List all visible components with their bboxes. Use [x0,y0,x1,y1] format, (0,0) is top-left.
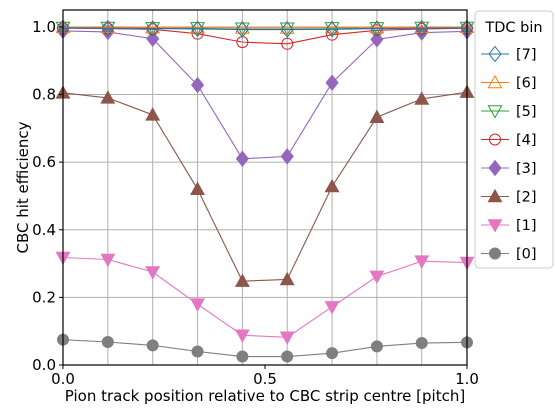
series-1-point-4 [234,329,250,343]
y-tick-label-1: 0.2 [32,288,56,306]
series-3-line [62,30,468,160]
legend-entry-3: [3] [481,159,537,177]
series-7-point-1 [101,20,115,37]
series-6-point-5 [279,20,295,34]
series-1 [55,251,475,345]
series-1-point-3 [190,298,205,312]
series-0-line [62,339,468,358]
legend-entry-0: [0] [481,247,537,263]
y-tick-label-0: 0.0 [32,356,56,374]
series-7-point-7 [370,20,384,37]
series-2-point-3 [190,181,205,195]
series-1-point-5 [279,331,295,345]
y-axis-label: CBC hit efficiency [14,121,32,253]
series-2-point-1 [100,90,116,104]
legend-entry-5: [5] [481,104,537,120]
series-7-point-3 [190,20,205,38]
legend-entry-4-marker [489,133,501,146]
x-tick-label-2: 1.0 [455,370,479,388]
series-1-point-8 [414,255,430,269]
series-0-point-6 [326,347,339,360]
series-0-point-1 [101,336,114,349]
legend-entry-0-label: [0] [516,247,537,263]
series-0-point-2 [146,339,159,352]
series-0-point-7 [370,340,383,353]
series-2-point-2 [145,107,161,121]
legend-entry-3-marker [488,159,502,177]
legend-entry-2: [2] [481,188,537,206]
series-4-point-5 [281,37,294,50]
legend-entry-7-label: [7] [516,47,537,63]
series-6-point-7 [369,19,385,34]
legend-entry-2-label: [2] [516,190,537,206]
legend-entry-5-label: [5] [516,104,537,120]
series-1-point-6 [324,301,340,315]
legend-entry-7-marker [488,45,502,63]
x-tick-label-1: 0.5 [253,370,277,388]
series-6-point-1 [100,19,116,34]
series-7-line [62,27,468,31]
legend-entry-1-label: [1] [516,218,537,234]
series-6-point-3 [190,19,205,34]
series-0-point-3 [191,345,204,358]
legend-entry-6-marker [487,74,503,89]
x-tick-label-0: 0.0 [51,370,75,388]
series-layer [55,19,475,363]
legend: TDC bin [7] [6] [5] [4] [3] [2] [1] [0] [474,10,554,269]
y-tick-label-5: 1.0 [32,18,56,36]
legend-entry-4-label: [4] [516,133,537,149]
series-1-line [62,256,468,338]
legend-entry-7: [7] [481,45,537,63]
y-tick-label-2: 0.4 [32,221,56,239]
series-3-point-5 [280,148,294,165]
series-7-point-5 [280,21,294,38]
y-tick-label-3: 0.6 [32,153,56,171]
series-2-point-7 [369,109,385,123]
legend-entry-3-label: [3] [516,161,537,177]
legend-frame [474,10,554,269]
series-6-point-8 [414,19,430,34]
legend-entry-1-marker [487,219,503,233]
x-axis-label: Pion track position relative to CBC stri… [65,387,465,405]
series-7-point-4 [235,21,249,38]
series-1-point-2 [145,266,161,280]
axis-ticks: 0.0 0.5 1.0 0.0 0.2 0.4 0.6 0.8 1.0 [32,18,479,388]
legend-entries: [7] [6] [5] [4] [3] [2] [1] [0] [481,45,537,263]
series-6-point-6 [324,19,340,34]
series-0 [57,333,473,363]
series-0-point-8 [415,337,428,350]
series-0-point-4 [236,350,249,363]
series-3-point-3 [190,76,205,94]
series-2-line [62,91,468,282]
series-2-point-8 [414,91,430,105]
legend-title: TDC bin [484,20,542,36]
series-3-point-4 [235,150,249,167]
series-7 [56,19,474,38]
series-3-point-7 [370,31,384,48]
legend-entry-1: [1] [481,218,537,234]
series-6-point-4 [234,20,250,34]
series-6-line [63,26,467,29]
series-1-point-1 [100,253,116,268]
legend-entry-0-marker [489,247,501,260]
series-2-point-6 [324,178,340,193]
legend-entry-6-label: [6] [516,76,537,92]
series-6-point-2 [145,19,161,34]
series-0-point-5 [281,350,294,363]
y-tick-label-4: 0.8 [32,86,56,104]
series-1-point-7 [369,270,385,285]
series-7-point-6 [325,21,339,38]
series-3-point-6 [325,74,339,91]
legend-entry-6: [6] [481,74,537,92]
series-7-point-2 [146,20,160,37]
series-2-point-4 [234,273,250,287]
legend-entry-2-marker [487,188,503,203]
legend-entry-5-marker [487,105,503,119]
legend-entry-4: [4] [481,133,537,149]
series-3-point-2 [146,30,160,47]
series-7-point-8 [415,20,429,37]
series-2-point-5 [279,271,295,286]
